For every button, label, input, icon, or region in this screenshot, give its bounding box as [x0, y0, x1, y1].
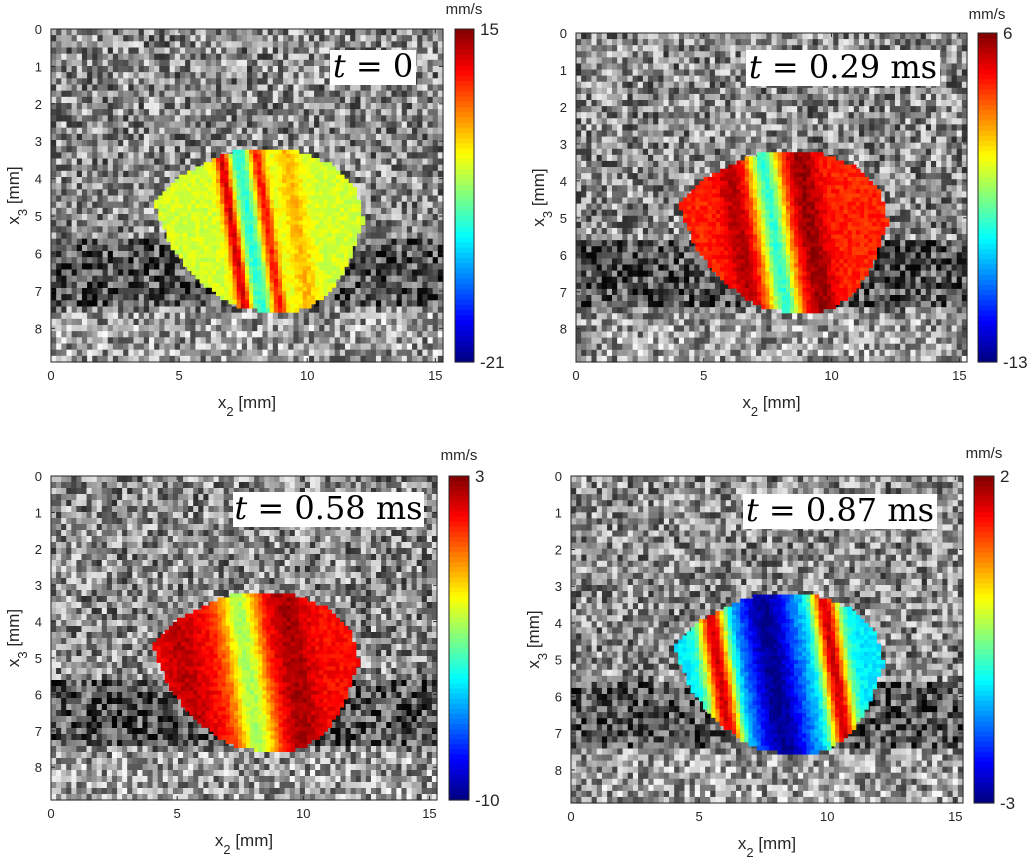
y-tick-label: 4	[35, 172, 42, 187]
time-label: t = 0.87 ms	[746, 491, 934, 529]
colorbar: 6 -13 mm/s	[969, 6, 1028, 372]
x-tick-label: 0	[567, 809, 574, 824]
x-tick-label: 15	[422, 806, 436, 821]
x-tick-label: 0	[572, 368, 579, 383]
y-tick-label: 8	[555, 763, 562, 778]
time-label: t = 0.58 ms	[234, 489, 422, 527]
y-tick-label: 0	[35, 469, 42, 484]
x-tick-label: 10	[296, 806, 310, 821]
y-tick-label: 0	[555, 469, 562, 484]
colorbar-min-label: -10	[475, 791, 500, 810]
colorbar-max-label: 6	[1003, 24, 1012, 43]
colorbar-unit: mm/s	[441, 447, 478, 464]
time-label: t = 0	[333, 47, 413, 85]
y-tick-label: 5	[35, 651, 42, 666]
y-tick-label: 7	[35, 284, 42, 299]
x-tick-label: 5	[175, 368, 182, 383]
y-tick-label: 4	[35, 615, 42, 630]
y-tick-label: 8	[35, 321, 42, 336]
colorbar-unit: mm/s	[969, 6, 1006, 23]
y-axis-label: x3 [mm]	[4, 609, 30, 667]
x-axis-label: x2 [mm]	[742, 393, 800, 419]
colorbar-max-label: 15	[480, 20, 499, 39]
x-tick-label: 5	[174, 806, 181, 821]
colorbar-max-label: 2	[1000, 467, 1009, 486]
y-tick-label: 4	[560, 174, 567, 189]
y-tick-label: 7	[560, 285, 567, 300]
x-tick-label: 0	[47, 368, 54, 383]
colorbar: 3 -10 mm/s	[441, 447, 500, 810]
x-axis-label: x2 [mm]	[215, 831, 273, 857]
colorbar-unit: mm/s	[966, 445, 1003, 462]
y-tick-label: 2	[560, 100, 567, 115]
x-tick-label: 10	[824, 368, 838, 383]
colorbar-unit: mm/s	[446, 1, 483, 18]
y-tick-label: 3	[35, 578, 42, 593]
x-tick-label: 15	[948, 809, 962, 824]
y-tick-label: 1	[35, 505, 42, 520]
x-tick-label: 15	[952, 368, 966, 383]
y-tick-label: 8	[35, 760, 42, 775]
y-axis-label: x3 [mm]	[524, 610, 550, 668]
panel-1: 0 5 10 15 0 1 2 3 4 5 6 7 8 x2 [mm] x3 [mm] t = 0 15 -21 m…	[4, 1, 505, 419]
y-tick-label: 5	[555, 653, 562, 668]
x-axis-label: x2 [mm]	[738, 834, 796, 860]
y-tick-label: 7	[555, 726, 562, 741]
y-tick-label: 2	[555, 542, 562, 557]
y-axis-label: x3 [mm]	[4, 166, 30, 224]
x-tick-label: 15	[428, 368, 442, 383]
x-tick-label: 10	[300, 368, 314, 383]
y-tick-label: 3	[555, 579, 562, 594]
x-tick-label: 5	[700, 368, 707, 383]
colorbar-min-label: -3	[1000, 794, 1015, 813]
x-tick-label: 0	[47, 806, 54, 821]
y-tick-label: 6	[35, 687, 42, 702]
y-tick-label: 1	[560, 63, 567, 78]
y-tick-label: 6	[560, 248, 567, 263]
y-tick-label: 5	[35, 209, 42, 224]
y-tick-label: 4	[555, 616, 562, 631]
x-tick-label: 10	[820, 809, 834, 824]
y-tick-label: 0	[560, 26, 567, 41]
y-tick-label: 2	[35, 97, 42, 112]
y-tick-label: 1	[35, 59, 42, 74]
time-label: t = 0.29 ms	[749, 48, 937, 86]
y-tick-label: 6	[35, 246, 42, 261]
colorbar: 2 -3 mm/s	[966, 445, 1015, 813]
colorbar-max-label: 3	[475, 467, 484, 486]
y-tick-label: 3	[35, 134, 42, 149]
y-tick-label: 3	[560, 137, 567, 152]
colorbar-min-label: -13	[1003, 353, 1028, 372]
y-tick-label: 7	[35, 724, 42, 739]
y-tick-label: 2	[35, 542, 42, 557]
panel-3: 0 5 10 15 0 1 2 3 4 5 6 7 8 x2 [mm] x3 [mm] t = 0.58 ms…	[4, 447, 500, 857]
colorbar: 15 -21 mm/s	[446, 1, 505, 372]
y-axis-label: x3 [mm]	[529, 168, 555, 226]
panel-4: 0 5 10 15 0 1 2 3 4 5 6 7 8 x2 [mm] x3 [mm] t = 0.87 ms…	[524, 445, 1015, 860]
panel-2: 0 5 10 15 0 1 2 3 4 5 6 7 8 x2 [mm] x3 [mm] t = 0.29 ms…	[529, 6, 1028, 419]
y-tick-label: 0	[35, 22, 42, 37]
x-axis-label: x2 [mm]	[218, 393, 276, 419]
y-tick-label: 5	[560, 211, 567, 226]
y-tick-label: 8	[560, 322, 567, 337]
y-tick-label: 6	[555, 689, 562, 704]
x-tick-label: 5	[695, 809, 702, 824]
y-tick-label: 1	[555, 506, 562, 521]
colorbar-min-label: -21	[480, 353, 505, 372]
